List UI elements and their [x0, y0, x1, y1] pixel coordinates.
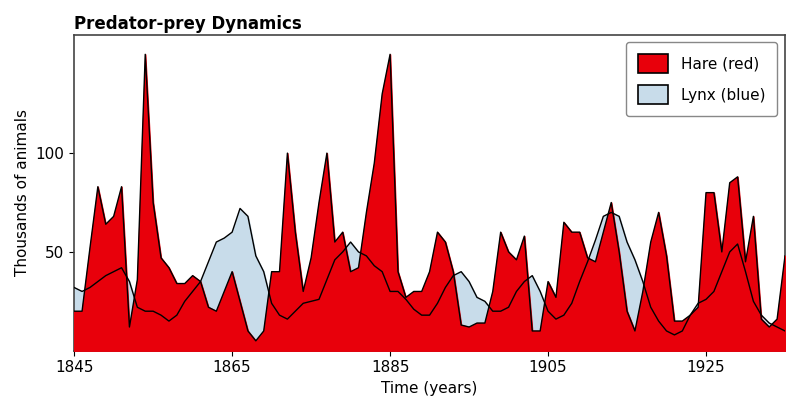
X-axis label: Time (years): Time (years)	[382, 381, 478, 396]
Y-axis label: Thousands of animals: Thousands of animals	[15, 109, 30, 276]
Text: Predator-prey Dynamics: Predator-prey Dynamics	[74, 15, 302, 33]
Legend: Hare (red), Lynx (blue): Hare (red), Lynx (blue)	[626, 42, 778, 116]
